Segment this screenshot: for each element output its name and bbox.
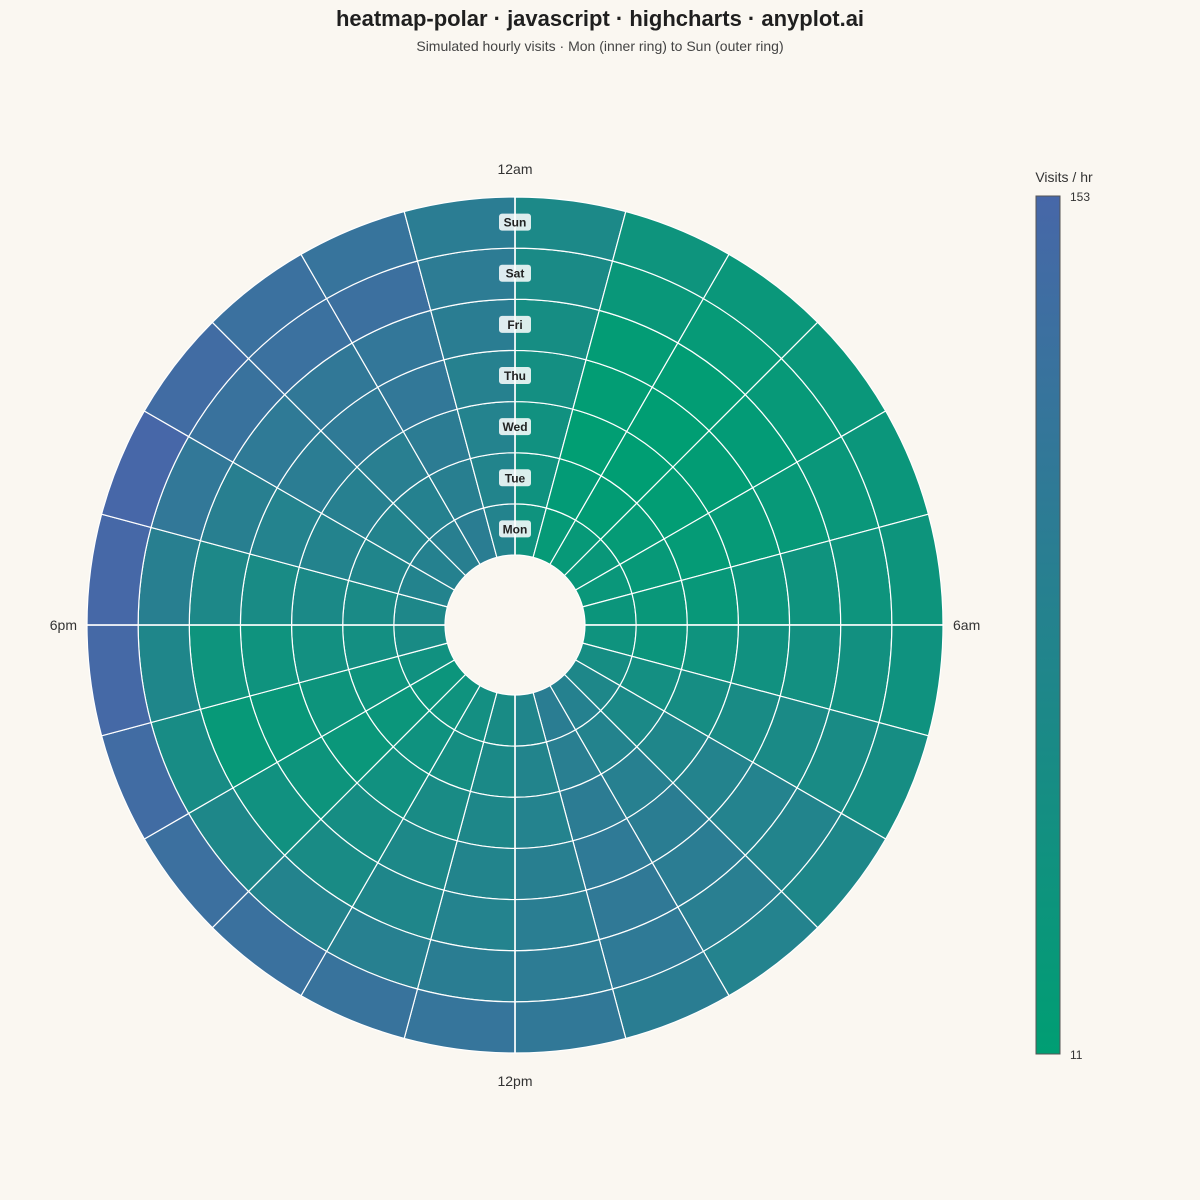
ring-label-sun: Sun xyxy=(499,213,531,231)
heatmap-cells xyxy=(86,196,944,1054)
heatmap-cell-fri-11 xyxy=(514,889,601,952)
ring-label-box xyxy=(499,367,531,384)
color-legend: Visits / hr 153 11 xyxy=(1035,169,1093,1062)
ring-labels: Mon Tue Wed Thu Fri Sat Sun xyxy=(499,213,531,538)
heatmap-cell-fri-12 xyxy=(429,889,516,952)
ring-label-box xyxy=(499,418,531,436)
angular-tick-6am: 6am xyxy=(953,617,980,633)
heatmap-cell-fri-17 xyxy=(188,624,251,711)
ring-label-wed: Wed xyxy=(499,418,531,436)
ring-label-mon: Mon xyxy=(499,520,531,538)
ring-label-text: Sun xyxy=(504,216,527,230)
ring-label-text: Fri xyxy=(507,318,522,332)
ring-label-box xyxy=(499,520,531,538)
ring-label-text: Tue xyxy=(505,471,526,485)
legend-max-label: 153 xyxy=(1070,190,1090,204)
legend-title: Visits / hr xyxy=(1035,169,1093,185)
heatmap-cell-fri-18 xyxy=(188,539,251,626)
heatmap-cell-fri-6 xyxy=(779,624,842,711)
ring-label-text: Wed xyxy=(502,420,527,434)
angular-tick-6pm: 6pm xyxy=(50,617,77,633)
angular-tick-12pm: 12pm xyxy=(497,1073,532,1089)
heatmap-cell-thu-11 xyxy=(514,840,587,901)
angular-tick-12am: 12am xyxy=(497,161,532,177)
chart-title: heatmap-polar · javascript · highcharts … xyxy=(335,6,865,31)
ring-label-tue: Tue xyxy=(499,469,531,487)
ring-label-box xyxy=(499,469,531,487)
heatmap-cell-fri-5 xyxy=(779,539,842,626)
ring-label-box xyxy=(499,213,531,231)
legend-min-label: 11 xyxy=(1070,1048,1083,1062)
chart-subtitle: Simulated hourly visits · Mon (inner rin… xyxy=(416,38,784,54)
ring-label-text: Thu xyxy=(504,369,526,383)
heatmap-cell-thu-17 xyxy=(239,624,300,697)
ring-label-box xyxy=(499,264,531,282)
ring-label-fri: Fri xyxy=(499,315,531,333)
ring-label-box xyxy=(499,315,531,333)
angular-axis-labels: 12am 6am 12pm 6pm xyxy=(50,161,980,1089)
ring-label-sat: Sat xyxy=(499,264,531,282)
ring-label-thu: Thu xyxy=(499,367,531,384)
ring-label-text: Mon xyxy=(503,522,528,536)
legend-colorbar xyxy=(1035,195,1061,1055)
heatmap-cell-thu-5 xyxy=(730,553,791,626)
ring-label-text: Sat xyxy=(506,267,525,281)
